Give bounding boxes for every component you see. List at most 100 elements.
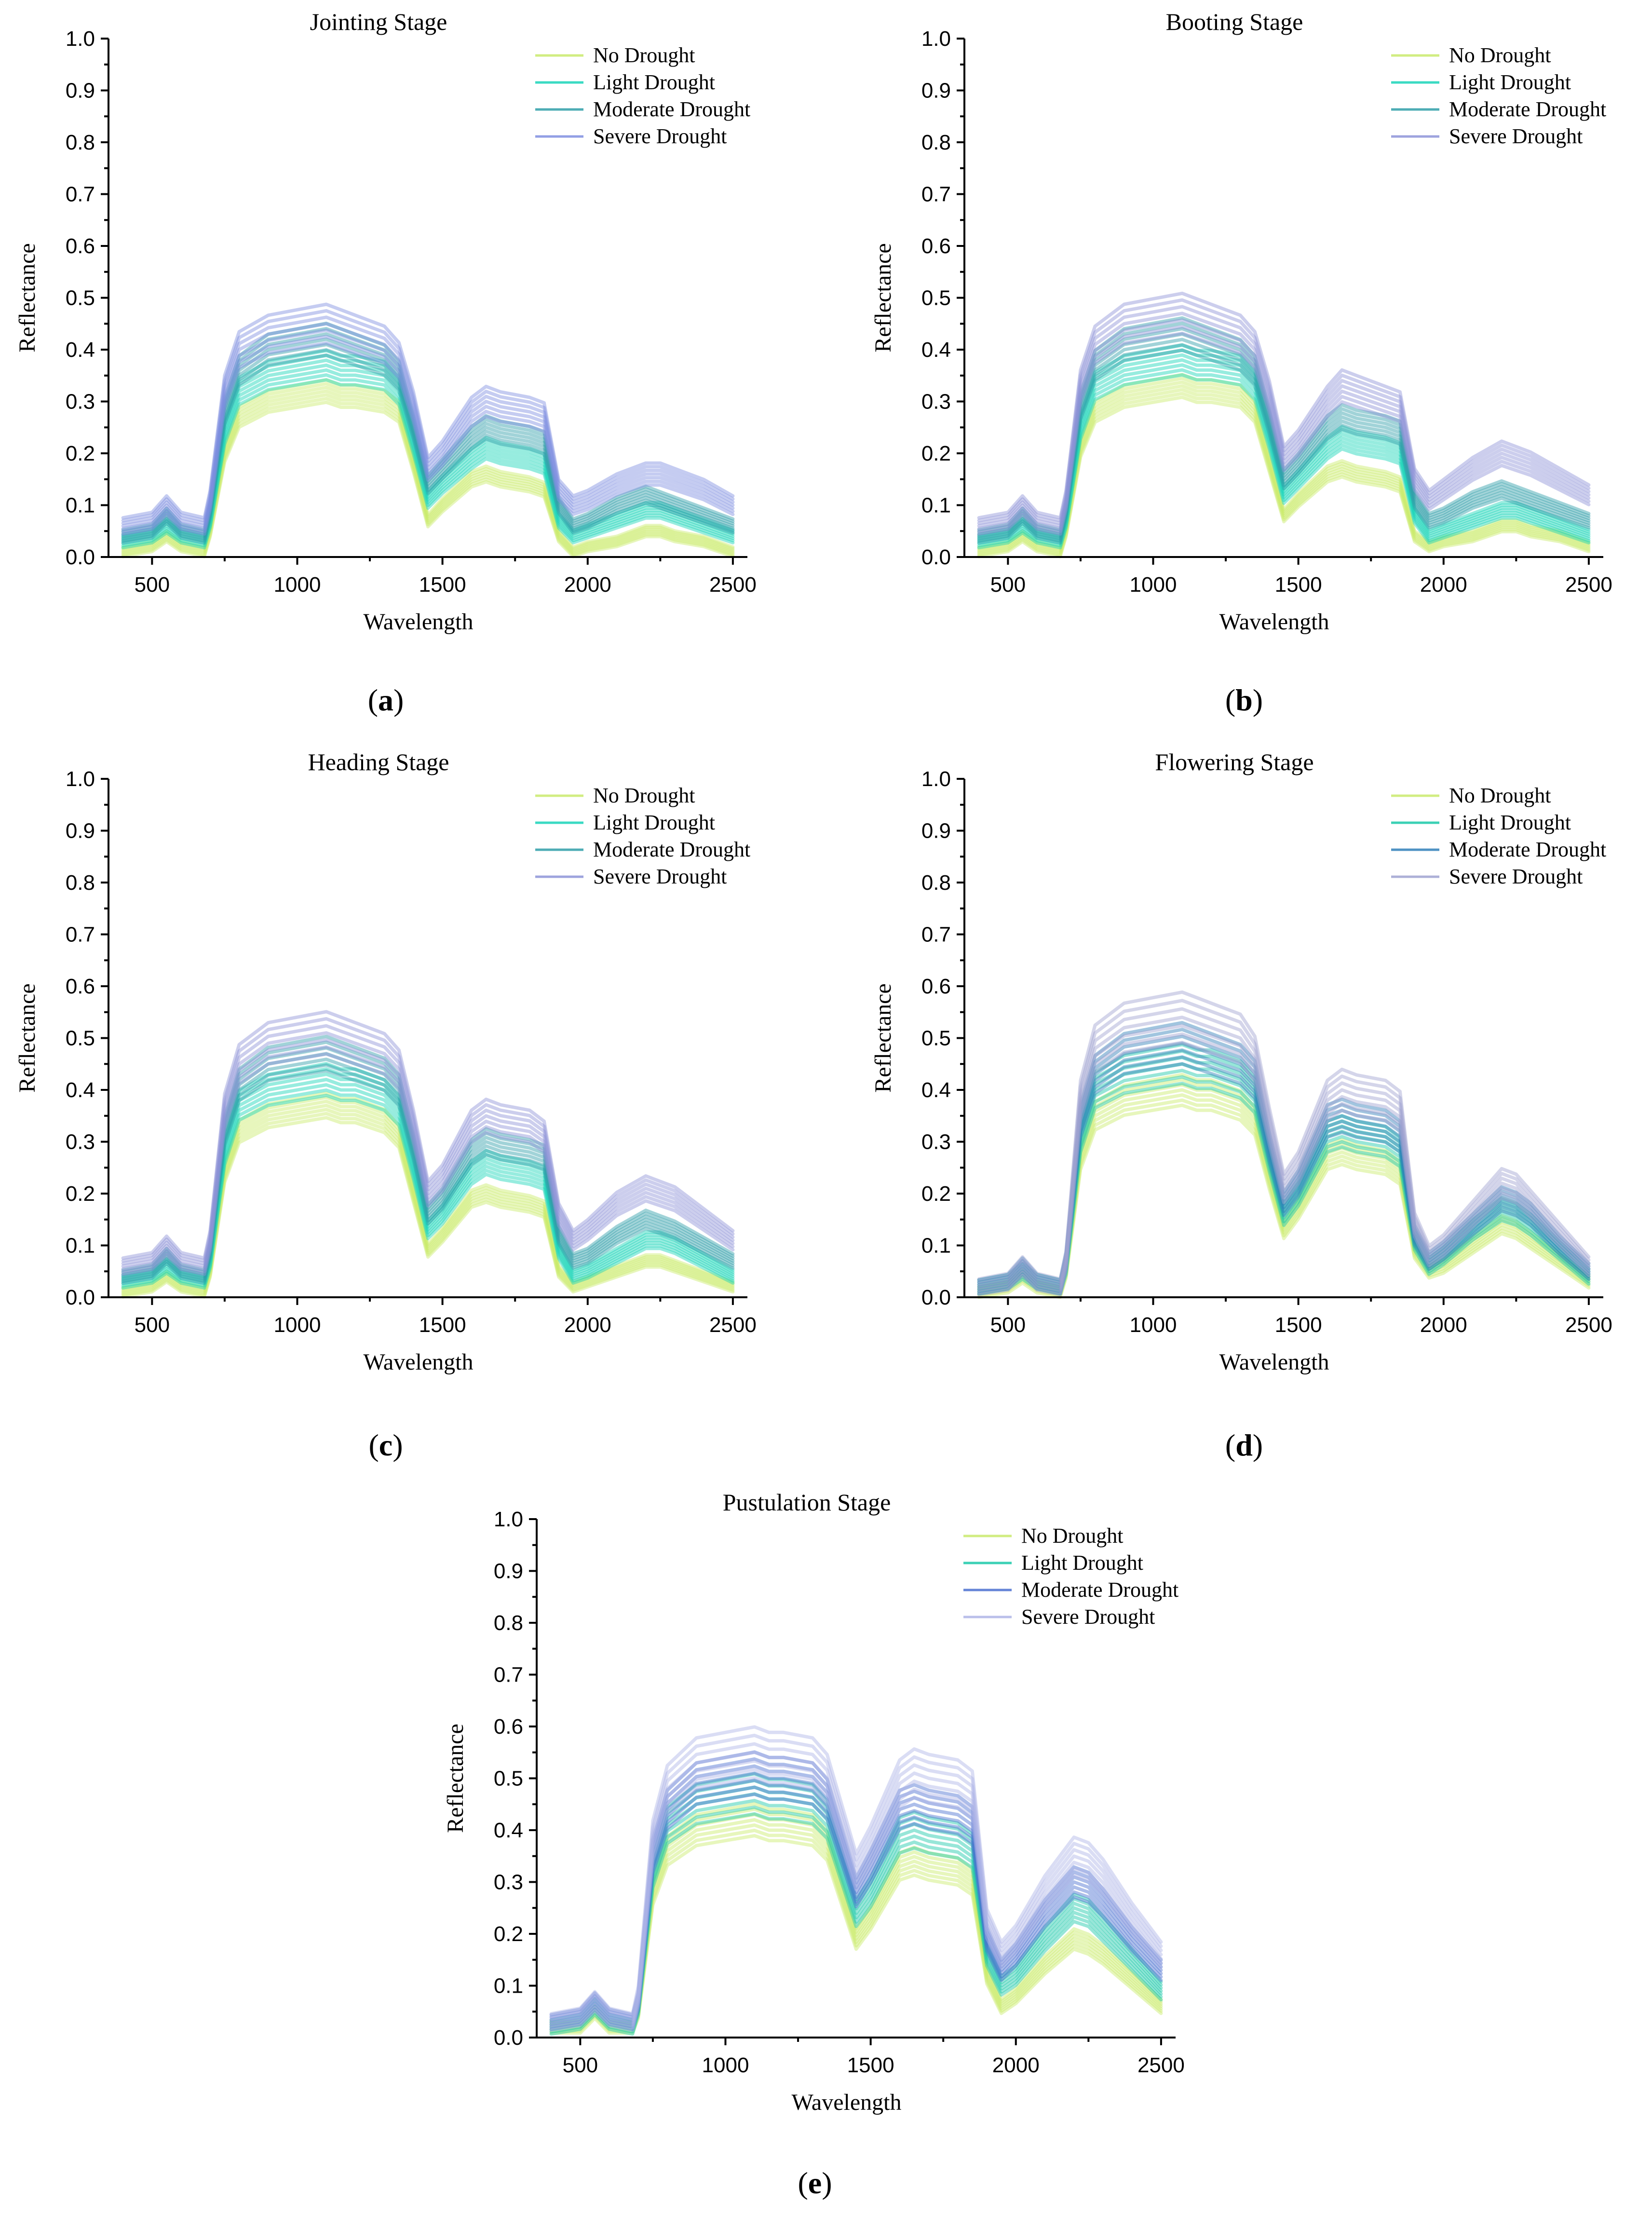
chart-booting-stage: 0.0 0.1 0.2 0.3 0.4 0.5 0.6 0.7 0.8 0.9 1.0 500 1000… (870, 8, 1612, 635)
spectrum-line-no-drought (549, 1802, 1163, 2023)
spectrum-line-severe-drought (549, 1767, 1163, 2029)
spectrum-line-no-drought (977, 1083, 1591, 1292)
spectrum-line-no-drought (977, 1103, 1591, 1299)
y-tick-label: 1.0 (66, 767, 95, 791)
spectrum-line-moderate-drought (977, 338, 1591, 540)
x-tick-label: 500 (135, 573, 170, 597)
legend-label-severe-drought: Severe Drought (1449, 124, 1583, 148)
spectrum-line-severe-drought (121, 328, 735, 530)
spectrum-line-no-drought (977, 1088, 1591, 1294)
spectrum-line-moderate-drought (121, 338, 735, 538)
spectrum-line-no-drought (121, 382, 735, 551)
legend-label-moderate-drought: Moderate Drought (593, 838, 750, 861)
spectrum-line-severe-drought (121, 1017, 735, 1263)
spectrum-line-no-drought (121, 400, 735, 558)
series-no-drought (977, 373, 1591, 558)
series-light-drought (121, 349, 735, 550)
spectrum-line-severe-drought (549, 1759, 1163, 2026)
spectrum-line-no-drought (121, 1116, 735, 1299)
y-axis-title: Reflectance (14, 983, 40, 1093)
spectrum-line-moderate-drought (977, 1062, 1591, 1296)
spectrum-line-light-drought (977, 1062, 1591, 1289)
legend-label-light-drought: Light Drought (1021, 1551, 1143, 1575)
x-tick-label: 2500 (1137, 2053, 1185, 2077)
spectrum-line-no-drought (977, 373, 1591, 549)
spectrum-line-moderate-drought (977, 1034, 1591, 1287)
spectrum-line-moderate-drought (977, 1028, 1591, 1284)
series-light-drought (549, 1772, 1163, 2036)
spectrum-line-light-drought (121, 363, 735, 544)
x-tick-label: 1500 (1275, 573, 1322, 597)
spectrum-line-severe-drought (977, 291, 1591, 520)
series-moderate-drought (121, 1034, 735, 1285)
spectrum-line-no-drought (121, 1095, 735, 1291)
spectrum-line-light-drought (549, 1812, 1163, 2036)
x-tick-label: 2500 (1565, 573, 1612, 597)
spectrum-line-moderate-drought (121, 1058, 735, 1280)
spectrum-line-light-drought (121, 378, 735, 550)
y-tick-label: 0.1 (494, 1974, 523, 1998)
spectrum-line-moderate-drought (121, 332, 735, 536)
y-tick-label: 0.9 (921, 819, 951, 843)
y-tick-label: 0.0 (921, 545, 951, 569)
spectrum-line-no-drought (121, 1112, 735, 1297)
spectrum-line-moderate-drought (977, 321, 1591, 534)
chart-title: Jointing Stage (310, 8, 447, 35)
y-tick-label: 0.6 (66, 975, 95, 998)
series-light-drought (977, 1043, 1591, 1296)
spectrum-line-no-drought (977, 392, 1591, 557)
chart-title: Heading Stage (308, 748, 449, 775)
spectrum-line-no-drought (549, 1834, 1163, 2035)
spectrum-line-severe-drought (977, 305, 1591, 525)
y-tick-label: 0.5 (494, 1767, 523, 1791)
x-tick-label: 500 (990, 1313, 1026, 1337)
spectrum-line-light-drought (977, 373, 1591, 550)
spectrum-line-moderate-drought (121, 1034, 735, 1272)
x-tick-label: 1500 (419, 573, 466, 597)
series-severe-drought (977, 990, 1591, 1297)
legend-label-moderate-drought: Moderate Drought (593, 97, 750, 121)
caption-a: (a) (367, 683, 404, 717)
spectrum-line-moderate-drought (549, 1785, 1163, 2029)
spectrum-line-severe-drought (977, 312, 1591, 528)
y-tick-label: 0.8 (494, 1611, 523, 1635)
spectrum-line-moderate-drought (121, 1052, 735, 1278)
chart-title: Flowering Stage (1155, 748, 1313, 775)
spectrum-line-severe-drought (121, 322, 735, 528)
spectrum-line-no-drought (549, 1829, 1163, 2033)
caption-b: (b) (1225, 683, 1263, 717)
y-tick-label: 0.1 (66, 1234, 95, 1258)
x-tick-label: 500 (563, 2053, 598, 2077)
series-severe-drought (121, 1010, 735, 1276)
legend: No Drought Light Drought Moderate Drought S… (535, 43, 750, 148)
spectra-group (121, 1010, 735, 1299)
legend-label-severe-drought: Severe Drought (1021, 1605, 1155, 1629)
x-tick-label: 500 (990, 573, 1026, 597)
spectrum-line-moderate-drought (121, 343, 735, 540)
y-tick-label: 0.4 (921, 338, 951, 362)
legend: No Drought Light Drought Moderate Drought S… (1391, 784, 1606, 888)
spectrum-line-no-drought (121, 389, 735, 554)
spectrum-line-light-drought (977, 353, 1591, 541)
x-tick-label: 1500 (847, 2053, 894, 2077)
y-tick-label: 1.0 (66, 27, 95, 51)
spectrum-line-severe-drought (977, 1041, 1591, 1297)
x-tick-label: 1000 (702, 2053, 749, 2077)
spectrum-line-severe-drought (977, 990, 1591, 1281)
spectrum-line-severe-drought (549, 1751, 1163, 2024)
spectrum-line-no-drought (121, 393, 735, 555)
y-tick-label: 0.7 (921, 183, 951, 206)
y-tick-label: 0.7 (494, 1663, 523, 1687)
spectrum-line-severe-drought (977, 318, 1591, 530)
spectrum-line-light-drought (121, 1067, 735, 1279)
spectra-group (977, 990, 1591, 1299)
series-no-drought (977, 1073, 1591, 1299)
spectrum-line-moderate-drought (121, 322, 735, 532)
spectrum-line-light-drought (549, 1799, 1163, 2031)
spectrum-line-severe-drought (977, 999, 1591, 1283)
series-moderate-drought (549, 1750, 1163, 2031)
spectrum-line-no-drought (549, 1818, 1163, 2029)
spectrum-line-light-drought (121, 349, 735, 537)
legend-label-moderate-drought: Moderate Drought (1449, 97, 1606, 121)
legend-label-no-drought: No Drought (1449, 784, 1551, 807)
